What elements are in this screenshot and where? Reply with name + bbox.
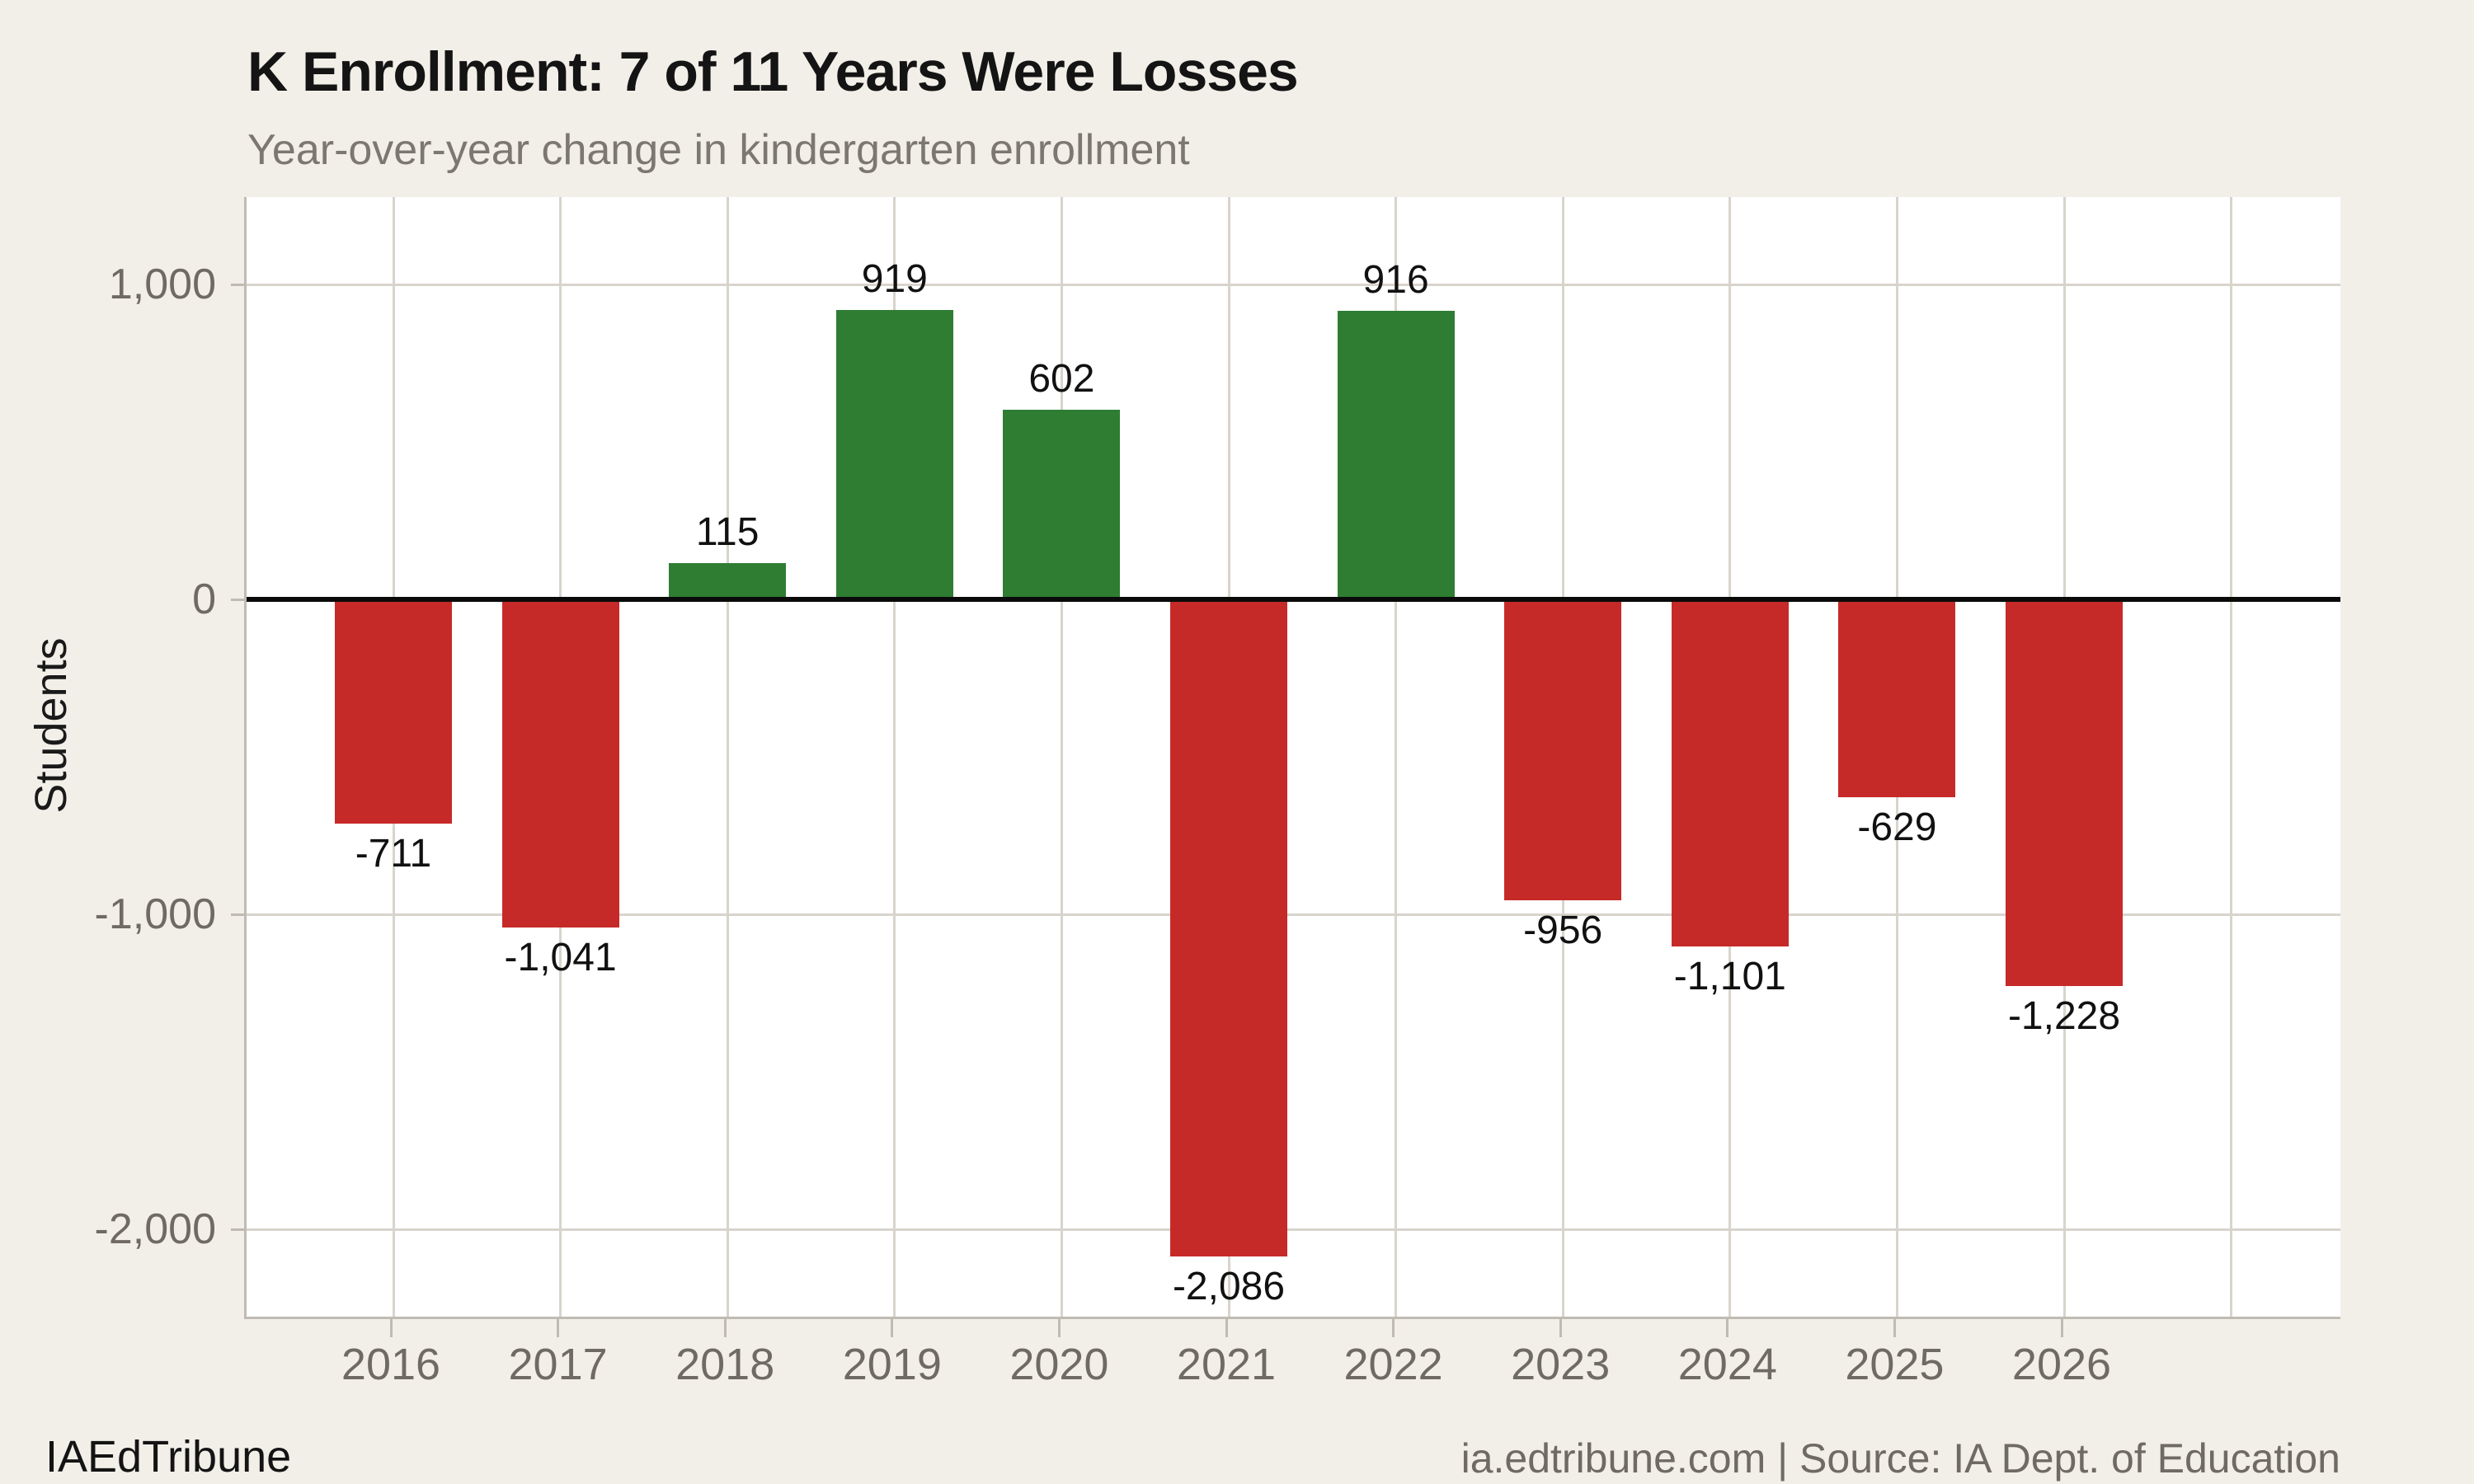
bar-2022 [1337,311,1455,599]
x-tick-mark [891,1319,894,1337]
bar-2024 [1671,599,1789,946]
x-tick-mark [1726,1319,1729,1337]
y-tick-label: -2,000 [94,1205,216,1253]
bar-value-label: -2,086 [1172,1264,1286,1308]
bar-value-label: -956 [1523,909,1603,953]
bar-2025 [1838,599,1956,798]
y-tick-mark [231,913,244,916]
x-tick-mark [1893,1319,1896,1337]
x-tick-label: 2018 [675,1340,775,1389]
horizontal-gridline [247,283,2340,286]
x-tick-mark [389,1319,393,1337]
bar-value-label: -1,228 [2007,994,2121,1039]
x-tick-mark [1225,1319,1228,1337]
x-tick-label: 2022 [1343,1340,1443,1389]
y-tick-mark [231,1228,244,1231]
x-tick-label: 2019 [842,1340,942,1389]
y-tick-label: -1,000 [94,890,216,938]
horizontal-gridline [247,1228,2340,1231]
y-tick-label: 1,000 [108,261,216,308]
x-tick-label: 2026 [2011,1340,2112,1389]
bar-2021 [1170,599,1287,1256]
x-tick-mark [557,1319,560,1337]
y-tick-mark [231,283,244,286]
bar-value-label: 919 [861,256,928,301]
y-tick-label: 0 [192,575,216,623]
y-axis-title: Students [26,637,76,814]
horizontal-gridline [247,913,2340,916]
vertical-gridline [893,197,896,1317]
footer-source-attribution: ia.edtribune.com | Source: IA Dept. of E… [1460,1435,2340,1482]
x-tick-label: 2021 [1176,1340,1277,1389]
x-tick-label: 2024 [1677,1340,1777,1389]
bar-2017 [501,599,619,928]
footer-brand: IAEdTribune [45,1432,292,1482]
vertical-gridline [2230,197,2233,1317]
x-tick-label: 2020 [1009,1340,1109,1389]
bar-value-label: 602 [1028,357,1095,402]
chart-title: K Enrollment: 7 of 11 Years Were Losses [247,40,1299,103]
vertical-gridline [1395,197,1398,1317]
bar-2018 [669,563,787,599]
x-tick-mark [2060,1319,2063,1337]
x-tick-label: 2016 [341,1340,441,1389]
x-tick-mark [1559,1319,1562,1337]
x-tick-label: 2023 [1511,1340,1611,1389]
bar-2016 [335,599,452,824]
x-tick-label: 2017 [508,1340,608,1389]
vertical-gridline [726,197,729,1317]
x-tick-mark [723,1319,727,1337]
bar-value-label: 916 [1362,258,1429,303]
y-tick-mark [231,598,244,601]
x-tick-mark [1057,1319,1061,1337]
vertical-gridline [1060,197,1063,1317]
bar-value-label: -1,041 [504,935,617,979]
bar-2023 [1504,599,1622,901]
x-tick-label: 2025 [1845,1340,1945,1389]
bar-value-label: 115 [695,510,760,555]
bar-2026 [2006,599,2123,987]
plot-area: -711 -1,041 115 919 602 -2,086 916 -956 -1,101 -6… [244,197,2340,1319]
bar-2020 [1003,410,1121,599]
bar-value-label: -1,101 [1673,954,1786,998]
zero-baseline [247,597,2340,602]
bar-value-label: -629 [1857,805,1937,850]
chart-subtitle: Year-over-year change in kindergarten en… [247,126,1190,174]
bar-value-label: -711 [355,831,432,876]
bar-2019 [835,309,953,599]
x-tick-mark [1392,1319,1395,1337]
